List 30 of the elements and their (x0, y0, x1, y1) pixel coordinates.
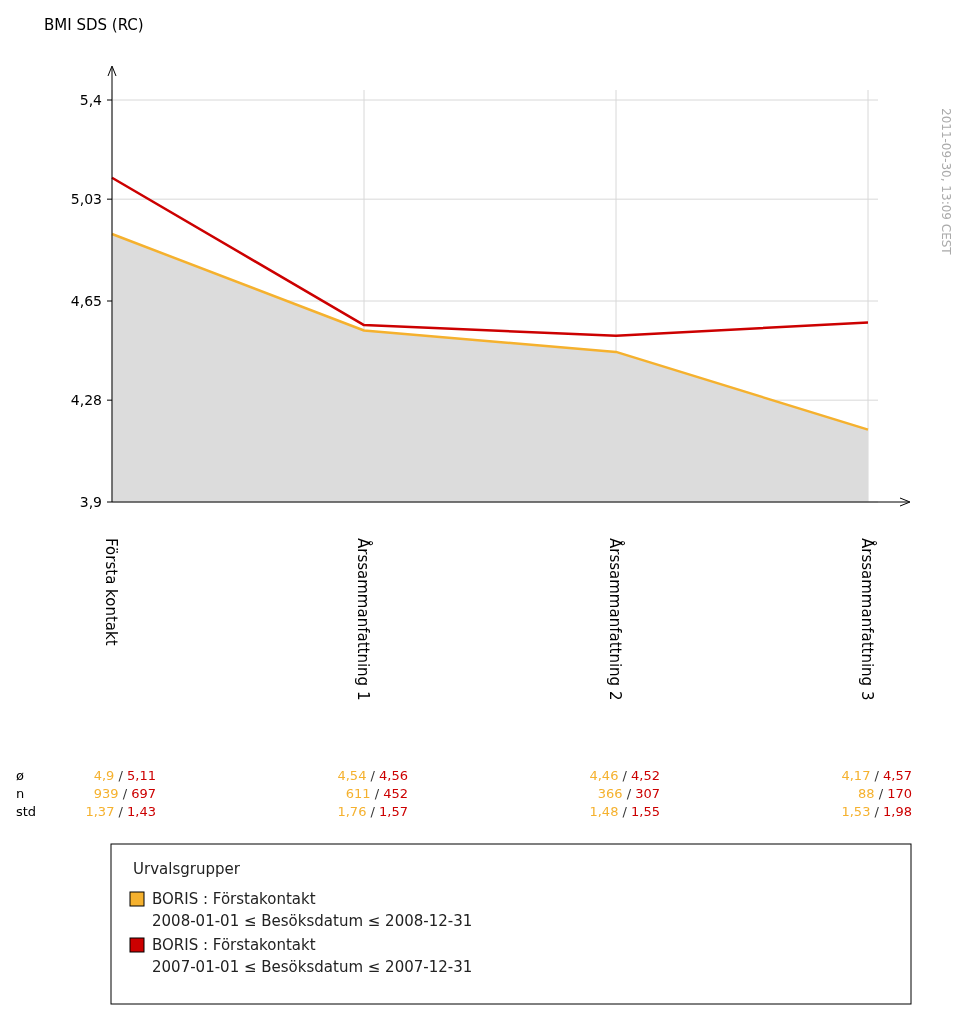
legend-label: BORIS : Förstakontakt 2008-01-01 ≤ Besöksdatum ≤ 2008-12-31 (152, 890, 473, 930)
x-tick-label: Årssammanfattning 3 (858, 538, 877, 701)
text: 611 / 452 (345, 786, 408, 801)
y-axis-title: BMI SDS (RC) (44, 16, 144, 34)
x-tick-label: Årssammanfattning 1 (354, 538, 373, 701)
text: 4,46 / 4,52 (589, 768, 660, 783)
text: 4,54 / 4,56 (337, 768, 408, 783)
text: ø (16, 768, 24, 783)
y-tick-label: 5,03 (70, 191, 102, 208)
x-tick-label: Årssammanfattning 2 (606, 538, 625, 701)
text: n (16, 786, 25, 801)
y-tick-label: 3,9 (79, 493, 102, 510)
text: 366 / 307 (597, 786, 660, 801)
text: 1,76 / 1,57 (337, 804, 408, 819)
text: 939 / 697 (93, 786, 156, 801)
text: 4,9 / 5,11 (93, 768, 156, 783)
x-tick-label: Första kontakt (102, 538, 120, 646)
line-series (110, 176, 870, 338)
legend-title: Urvalsgrupper (133, 860, 241, 878)
text: 1,37 / 1,43 (85, 804, 156, 819)
y-tick-label: 5,4 (79, 91, 103, 108)
text: std (16, 804, 37, 819)
text: 4,17 / 4,57 (841, 768, 912, 783)
text: 2011-09-30, 13:09 CEST (939, 108, 953, 256)
text: 1,48 / 1,55 (589, 804, 660, 819)
text: 88 / 170 (857, 786, 912, 801)
y-tick-label: 4,65 (70, 292, 102, 309)
text: 1,53 / 1,98 (841, 804, 912, 819)
y-tick-label: 4,28 (70, 392, 102, 409)
legend-label: BORIS : Förstakontakt 2007-01-01 ≤ Besöksdatum ≤ 2007-12-31 (152, 936, 473, 976)
